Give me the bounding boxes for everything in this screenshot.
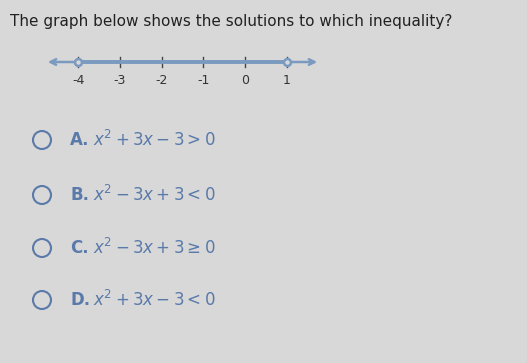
- Text: -2: -2: [155, 74, 168, 87]
- Text: The graph below shows the solutions to which inequality?: The graph below shows the solutions to w…: [10, 14, 452, 29]
- Text: $x^2+3x-3>0$: $x^2+3x-3>0$: [88, 130, 216, 150]
- Text: $x^2-3x+3\geq 0$: $x^2-3x+3\geq 0$: [88, 238, 216, 258]
- Text: D.: D.: [70, 291, 90, 309]
- Text: C.: C.: [70, 239, 89, 257]
- Text: $x^2+3x-3<0$: $x^2+3x-3<0$: [88, 290, 216, 310]
- Text: A.: A.: [70, 131, 90, 149]
- Text: 0: 0: [241, 74, 249, 87]
- Text: -4: -4: [72, 74, 84, 87]
- Text: $x^2-3x+3<0$: $x^2-3x+3<0$: [88, 185, 216, 205]
- Text: -1: -1: [197, 74, 210, 87]
- Text: -3: -3: [114, 74, 126, 87]
- Text: B.: B.: [70, 186, 89, 204]
- Text: 1: 1: [282, 74, 290, 87]
